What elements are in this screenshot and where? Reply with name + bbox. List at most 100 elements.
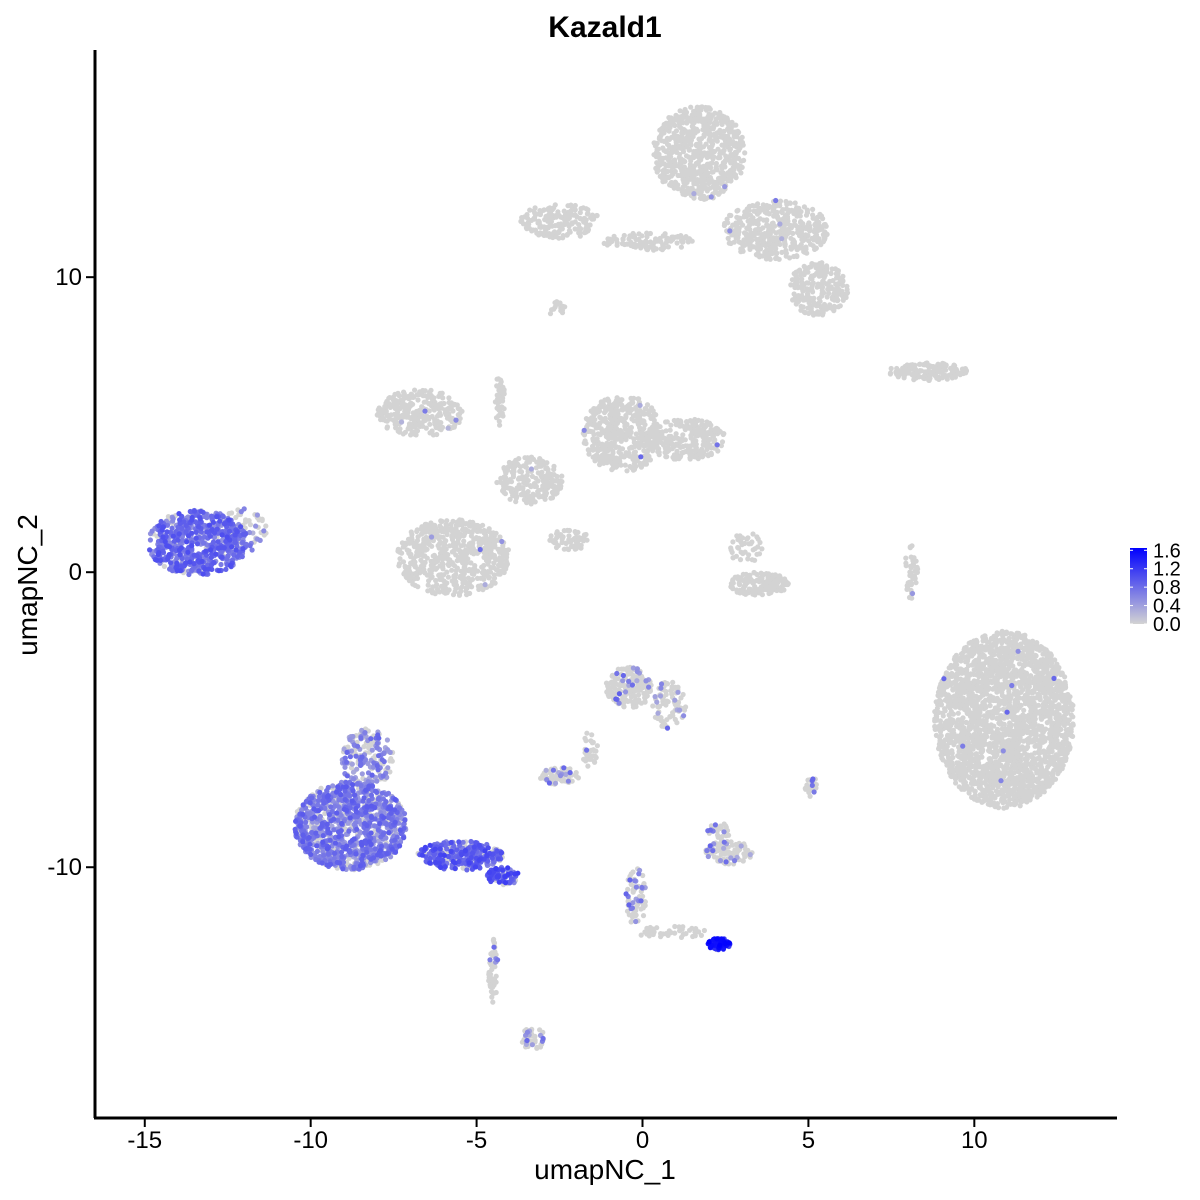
cell-point	[679, 113, 685, 119]
cell-point	[658, 239, 664, 245]
cell-point	[1052, 696, 1058, 702]
cell-point	[970, 719, 977, 726]
cell-point	[940, 682, 946, 689]
cell-point	[727, 154, 733, 160]
cell-point	[736, 239, 742, 245]
cell-point	[1038, 761, 1044, 768]
cell-point	[716, 191, 722, 197]
cell-point	[1020, 653, 1026, 659]
cell-point	[993, 633, 999, 639]
cell-point	[783, 253, 789, 259]
cell-point	[810, 206, 816, 212]
cell-point	[412, 582, 418, 589]
cell-point	[658, 155, 664, 161]
cell-point	[1035, 702, 1042, 708]
cell-point	[959, 737, 965, 743]
cell-point	[776, 229, 782, 235]
cell-point	[965, 663, 972, 669]
cell-point	[996, 736, 1002, 742]
cell-point	[981, 699, 987, 705]
cell-point	[1052, 657, 1058, 663]
cell-point	[682, 106, 688, 113]
cell-point	[706, 145, 713, 151]
cell-point	[810, 280, 816, 286]
cell-point	[1023, 644, 1029, 651]
cell-point	[1011, 770, 1017, 776]
cell-point	[822, 221, 828, 228]
cell-point	[800, 237, 806, 244]
cell-point	[376, 407, 383, 413]
cell-point	[1047, 731, 1053, 737]
cell-point	[545, 216, 551, 222]
cell-point	[647, 230, 654, 237]
cell-point	[978, 749, 984, 755]
cell-point	[725, 133, 731, 139]
cell-point	[1005, 791, 1011, 797]
cell-point	[229, 510, 235, 516]
cell-point	[807, 228, 813, 234]
cell-point	[955, 733, 961, 739]
cell-point	[993, 657, 999, 664]
cell-point	[988, 763, 994, 769]
cell-point	[738, 220, 744, 226]
cell-point	[1006, 688, 1012, 695]
cell-point	[709, 112, 716, 119]
cell-point	[1062, 698, 1068, 704]
cell-point	[650, 244, 657, 250]
cell-point	[481, 571, 487, 577]
cell-point	[545, 231, 551, 238]
cell-point	[458, 543, 464, 549]
cell-point	[441, 589, 447, 595]
cell-point	[973, 727, 979, 733]
cell-point	[800, 304, 806, 310]
cell-point	[697, 141, 703, 147]
cell-point	[1001, 721, 1007, 727]
cell-point	[999, 744, 1005, 750]
cell-point	[1047, 782, 1053, 788]
cell-point	[983, 796, 989, 803]
cell-point	[664, 235, 670, 241]
cell-point	[996, 789, 1002, 795]
cell-point	[939, 689, 945, 696]
cell-point	[247, 522, 253, 528]
cell-point	[1028, 653, 1034, 660]
cell-point	[1013, 700, 1020, 706]
cell-point	[1049, 671, 1055, 677]
cell-point	[980, 768, 986, 774]
cell-point	[442, 542, 448, 548]
cell-point	[716, 154, 723, 160]
cell-point	[945, 671, 951, 677]
cell-point	[1029, 754, 1035, 760]
cell-point	[987, 724, 994, 731]
cell-point	[1017, 773, 1023, 779]
cell-point	[996, 759, 1002, 765]
cell-point	[1070, 714, 1076, 720]
cell-point	[690, 132, 696, 138]
cell-point	[417, 389, 423, 395]
cell-point	[420, 423, 426, 429]
cell-point	[974, 781, 980, 787]
cell-point	[821, 232, 827, 238]
cell-point	[709, 160, 715, 166]
cell-point	[428, 393, 434, 399]
cell-point	[577, 230, 583, 236]
cell-point	[1037, 695, 1043, 702]
cell-point	[1056, 702, 1062, 708]
cell-point	[936, 745, 942, 751]
cell-point	[991, 776, 998, 782]
cell-point	[792, 200, 798, 206]
cell-point	[1009, 631, 1015, 637]
cell-point	[447, 527, 453, 533]
cell-point	[1028, 770, 1034, 777]
cell-point	[983, 659, 989, 666]
cell-point	[1057, 680, 1063, 686]
cell-point	[585, 227, 592, 233]
cell-point	[955, 710, 961, 716]
cell-point	[397, 429, 403, 435]
cell-point	[444, 569, 450, 575]
cell-point	[966, 640, 972, 646]
cell-point	[742, 150, 748, 156]
cell-point	[402, 543, 408, 549]
cell-point	[709, 138, 716, 144]
cell-point	[779, 210, 785, 216]
